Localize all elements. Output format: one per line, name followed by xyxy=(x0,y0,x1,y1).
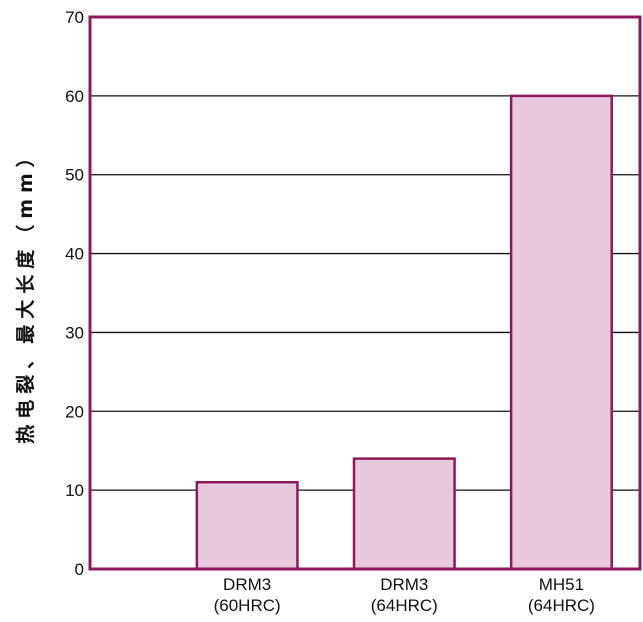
bars xyxy=(195,94,613,571)
y-tick-label: 40 xyxy=(65,245,84,264)
y-axis-ticks: 0 10 20 30 40 50 60 70 xyxy=(65,8,84,579)
x-category-line: (60HRC) xyxy=(214,596,281,615)
y-tick-label: 20 xyxy=(65,402,84,421)
y-tick-label: 60 xyxy=(65,87,84,106)
x-category-line: (64HRC) xyxy=(528,596,595,615)
x-category-line: MH51 xyxy=(539,575,584,594)
x-category-label: DRM3 (60HRC) xyxy=(214,575,281,615)
bar-1 xyxy=(352,457,456,571)
bar-2 xyxy=(509,94,613,571)
y-tick-label: 70 xyxy=(65,8,84,27)
y-tick-label: 10 xyxy=(65,481,84,500)
x-category-line: DRM3 xyxy=(380,575,428,594)
x-axis-categories: DRM3 (60HRC) DRM3 (64HRC) MH51 (64HRC) xyxy=(214,575,595,615)
bar-0 xyxy=(195,481,299,571)
y-axis-label: 热电裂、最大长度（mm） xyxy=(14,142,37,444)
x-category-line: DRM3 xyxy=(223,575,271,594)
plot-frame xyxy=(88,15,642,571)
y-tick-label: 30 xyxy=(65,323,84,342)
y-tick-label: 0 xyxy=(75,560,84,579)
x-category-label: MH51 (64HRC) xyxy=(528,575,595,615)
x-category-line: (64HRC) xyxy=(371,596,438,615)
x-category-label: DRM3 (64HRC) xyxy=(371,575,438,615)
y-tick-label: 50 xyxy=(65,166,84,185)
